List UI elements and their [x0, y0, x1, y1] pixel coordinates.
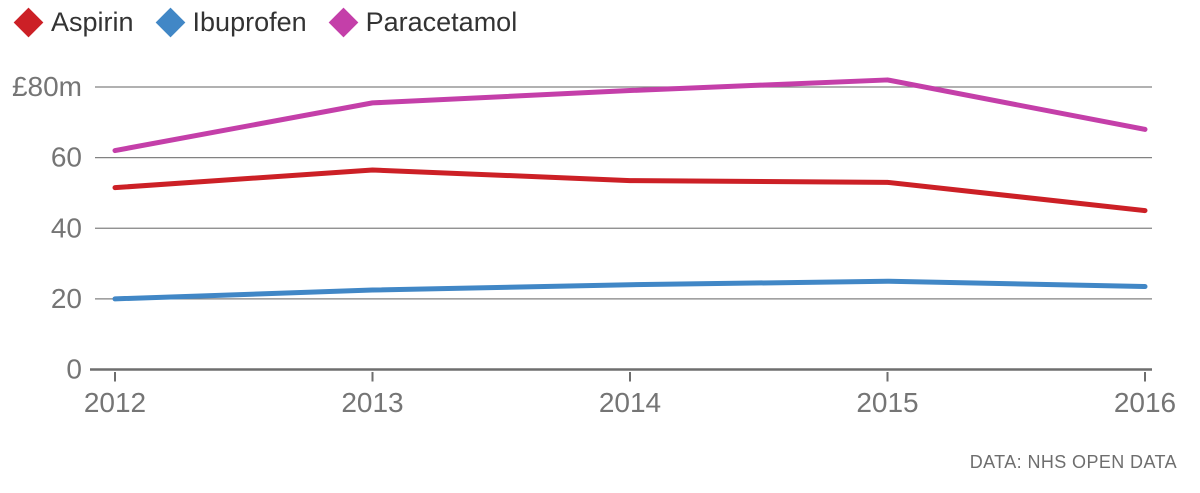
legend-label-ibuprofen: Ibuprofen — [192, 7, 307, 37]
y-tick-label-20: 20 — [51, 283, 82, 314]
x-tick-label-2016: 2016 — [1114, 387, 1176, 418]
source-caption: DATA: NHS OPEN DATA — [969, 452, 1177, 472]
legend-item-ibuprofen: Ibuprofen — [155, 6, 307, 38]
series-line-ibuprofen — [112, 278, 1148, 302]
legend-item-paracetamol: Paracetamol — [328, 6, 518, 38]
series-line-paracetamol — [112, 77, 1148, 154]
x-tick-label-2013: 2013 — [341, 387, 403, 418]
legend: Aspirin Ibuprofen Paracetamol — [13, 6, 518, 38]
y-tick-label-40: 40 — [51, 212, 82, 243]
y-tick-label-60: 60 — [51, 142, 82, 173]
series-line-aspirin — [112, 167, 1148, 214]
y-tick-label-0: 0 — [66, 354, 82, 385]
y-tick-label-80: £80m — [12, 71, 82, 102]
x-tick-label-2015: 2015 — [856, 387, 918, 418]
legend-label-aspirin: Aspirin — [51, 7, 134, 37]
x-tick-label-2012: 2012 — [84, 387, 146, 418]
paracetamol-diamond-icon — [328, 7, 358, 37]
x-tick-label-2014: 2014 — [599, 387, 661, 418]
ibuprofen-diamond-icon — [155, 7, 185, 37]
aspirin-diamond-icon — [13, 7, 44, 37]
legend-label-paracetamol: Paracetamol — [365, 7, 518, 37]
legend-item-aspirin: Aspirin — [13, 6, 134, 38]
